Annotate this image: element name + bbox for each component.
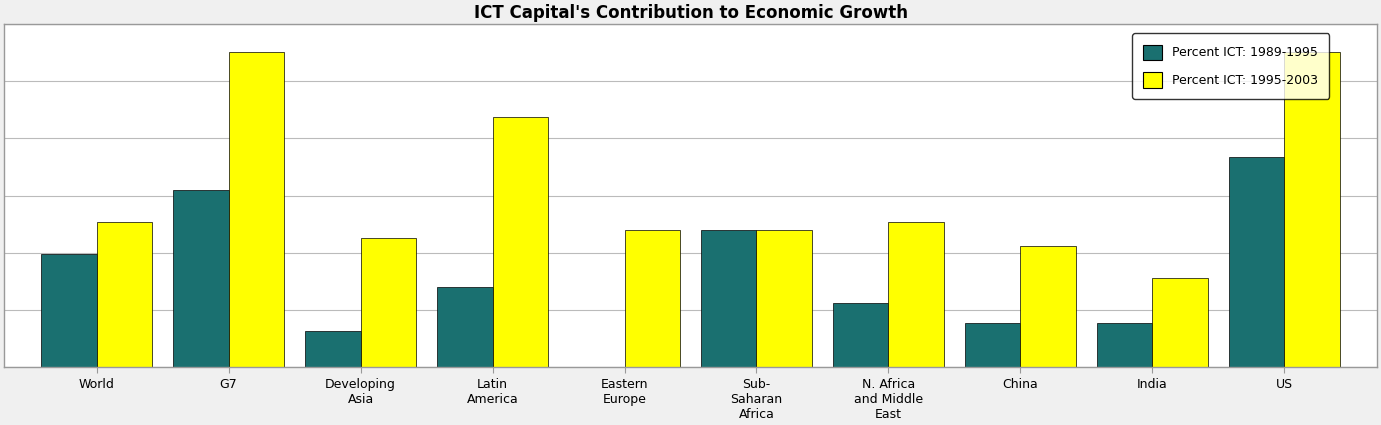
Bar bbox=[41, 254, 97, 368]
Bar bbox=[173, 190, 228, 368]
Bar bbox=[757, 230, 812, 368]
Bar bbox=[1229, 157, 1284, 368]
Bar bbox=[228, 52, 284, 368]
Bar bbox=[1153, 278, 1208, 368]
Bar bbox=[1284, 52, 1340, 368]
Legend: Percent ICT: 1989-1995, Percent ICT: 1995-2003: Percent ICT: 1989-1995, Percent ICT: 199… bbox=[1132, 34, 1330, 99]
Bar bbox=[97, 222, 152, 368]
Bar bbox=[965, 323, 1021, 368]
Bar bbox=[888, 222, 945, 368]
Bar bbox=[702, 230, 757, 368]
Bar bbox=[1097, 323, 1153, 368]
Bar bbox=[833, 303, 888, 368]
Bar bbox=[436, 286, 493, 368]
Title: ICT Capital's Contribution to Economic Growth: ICT Capital's Contribution to Economic G… bbox=[474, 4, 907, 22]
Bar bbox=[360, 238, 416, 368]
Bar bbox=[1021, 246, 1076, 368]
Bar bbox=[493, 117, 548, 368]
Bar bbox=[305, 331, 360, 368]
Bar bbox=[624, 230, 679, 368]
